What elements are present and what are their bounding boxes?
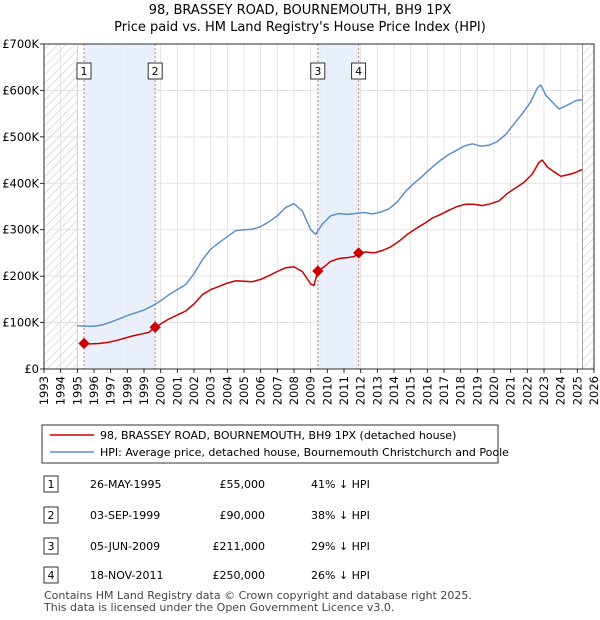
row-price: £211,000 [213, 540, 266, 553]
y-tick-label: £200K [2, 269, 39, 283]
y-tick-label: £0 [24, 362, 39, 376]
transaction-marker [149, 321, 161, 333]
x-tick-label: 1994 [54, 376, 68, 405]
x-tick-label: 2025 [570, 376, 584, 405]
row-hpi-diff: 29% ↓ HPI [311, 540, 370, 553]
y-tick-label: £600K [2, 83, 39, 97]
x-tick-label: 2001 [170, 376, 184, 405]
x-tick-label: 2012 [354, 376, 368, 405]
legend: 98, BRASSEY ROAD, BOURNEMOUTH, BH9 1PX (… [41, 424, 509, 464]
x-tick-label: 2004 [220, 376, 234, 405]
x-tick-label: 1999 [137, 376, 151, 405]
y-tick-label: £300K [2, 223, 39, 237]
transaction-markers: 1 2 3 4 [76, 62, 367, 350]
transaction-label: 1 [81, 65, 88, 78]
table-row: 2 03-SEP-1999 £90,000 38% ↓ HPI [43, 506, 370, 524]
x-tick-label: 2015 [404, 376, 418, 405]
x-tick-label: 2023 [537, 376, 551, 405]
x-tick-label: 2026 [587, 376, 600, 405]
table-row: 4 18-NOV-2011 £250,000 26% ↓ HPI [43, 566, 370, 584]
x-tick-label: 2014 [387, 376, 401, 405]
x-tick-label: 2007 [270, 376, 284, 405]
row-number: 3 [48, 540, 55, 553]
x-tick-label: 2016 [420, 376, 434, 405]
table-row: 3 05-JUN-2009 £211,000 29% ↓ HPI [43, 537, 370, 555]
x-tick-label: 1995 [70, 376, 84, 405]
footer-licence: This data is licensed under the Open Gov… [43, 601, 394, 614]
row-date: 03-SEP-1999 [90, 509, 160, 522]
row-date: 18-NOV-2011 [90, 569, 164, 582]
row-price: £90,000 [220, 509, 266, 522]
row-number: 1 [48, 478, 55, 491]
chart-title: 98, BRASSEY ROAD, BOURNEMOUTH, BH9 1PX [149, 3, 452, 18]
x-tick-label: 2017 [437, 376, 451, 405]
footer-copyright: Contains HM Land Registry data © Crown c… [44, 589, 472, 602]
x-tick-label: 2011 [337, 376, 351, 405]
y-axis: £0 £100K £200K £300K £400K £500K £600K £700K [2, 37, 595, 376]
transaction-marker [312, 265, 324, 277]
y-tick-label: £500K [2, 130, 39, 144]
transactions-table: 1 26-MAY-1995 £55,000 41% ↓ HPI 2 03-SEP… [43, 475, 370, 584]
x-tick-label: 2024 [554, 376, 568, 405]
x-tick-label: 1998 [120, 376, 134, 405]
hpi-line [77, 84, 583, 328]
row-price: £55,000 [220, 478, 266, 491]
row-badge [43, 566, 59, 584]
row-badge [43, 506, 59, 524]
row-number: 2 [48, 509, 55, 522]
x-tick-label: 2022 [520, 376, 534, 405]
series-lines [77, 84, 583, 345]
property-price-line [83, 159, 583, 345]
row-price: £250,000 [213, 569, 266, 582]
transaction-label: 4 [355, 65, 362, 78]
x-tick-label: 2005 [237, 376, 251, 405]
transaction-label-box [147, 62, 163, 80]
legend-label-property: 98, BRASSEY ROAD, BOURNEMOUTH, BH9 1PX (… [100, 429, 456, 442]
x-tick-label: 2021 [504, 376, 518, 405]
x-tick-label: 2009 [304, 376, 318, 405]
shaded-span [84, 44, 156, 369]
x-tick-label: 1993 [37, 376, 51, 405]
transaction-label-box [76, 62, 92, 80]
shaded-spans [84, 44, 359, 369]
y-tick-label: £700K [2, 37, 39, 51]
x-tick-label: 2018 [454, 376, 468, 405]
y-tick-label: £100K [2, 316, 39, 330]
shaded-span [317, 44, 359, 369]
row-hpi-diff: 26% ↓ HPI [311, 569, 370, 582]
row-date: 05-JUN-2009 [90, 540, 160, 553]
no-data-region [582, 44, 594, 369]
row-hpi-diff: 41% ↓ HPI [311, 478, 370, 491]
x-tick-label: 1997 [104, 376, 118, 405]
table-row: 1 26-MAY-1995 £55,000 41% ↓ HPI [43, 475, 370, 493]
x-tick-label: 2006 [254, 376, 268, 405]
x-tick-label: 2000 [154, 376, 168, 405]
transaction-label: 3 [314, 65, 321, 78]
row-badge [43, 475, 59, 493]
x-tick-label: 2019 [470, 376, 484, 405]
x-tick-label: 2002 [187, 376, 201, 405]
row-badge [43, 537, 59, 555]
y-tick-label: £400K [2, 176, 39, 190]
transaction-label-box [310, 62, 326, 80]
chart-subtitle: Price paid vs. HM Land Registry's House … [114, 20, 486, 35]
row-hpi-diff: 38% ↓ HPI [311, 509, 370, 522]
x-tick-label: 2008 [287, 376, 301, 405]
row-date: 26-MAY-1995 [90, 478, 162, 491]
row-number: 4 [48, 569, 55, 582]
x-axis: 1993 1994 1995 1996 1997 1998 1999 2000 2001 2002… [37, 369, 600, 405]
x-tick-label: 2010 [320, 376, 334, 405]
transaction-label: 2 [152, 65, 159, 78]
x-tick-label: 2020 [487, 376, 501, 405]
x-tick-label: 1996 [87, 376, 101, 405]
transaction-label-box [351, 62, 367, 80]
plot-frame [43, 43, 595, 370]
x-tick-label: 2013 [370, 376, 384, 405]
x-tick-label: 2003 [204, 376, 218, 405]
legend-label-hpi: HPI: Average price, detached house, Bour… [100, 446, 509, 459]
transaction-marker [353, 247, 365, 259]
